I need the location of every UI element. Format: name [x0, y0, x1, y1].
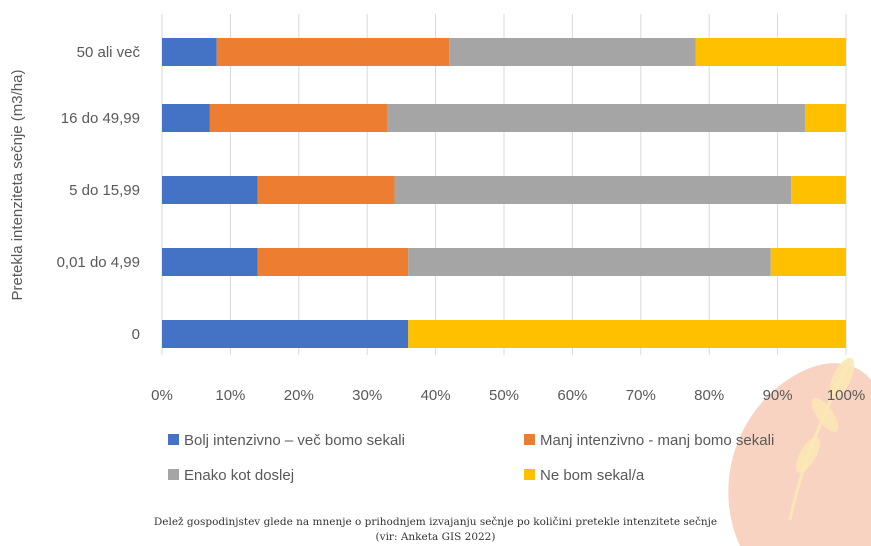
legend-label: Enako kot doslej: [184, 467, 294, 484]
bar-segment: [257, 248, 409, 276]
caption-line-2: (vir: Anketa GIS 2022): [375, 531, 496, 543]
x-tick-label: 60%: [557, 387, 587, 404]
x-tick-label: 80%: [694, 387, 724, 404]
bar-segment: [695, 38, 846, 66]
bar-segment: [257, 176, 395, 204]
decorative-leaf: [795, 437, 821, 473]
x-tick-label: 0%: [151, 387, 173, 404]
bar-segment: [770, 248, 846, 276]
bar-segment: [209, 104, 388, 132]
legend-label: Bolj intenzivno – več bomo sekali: [184, 432, 405, 449]
category-label: 50 ali več: [77, 44, 141, 61]
category-label: 5 do 15,99: [69, 182, 140, 199]
legend: Bolj intenzivno – več bomo sekali Manj in…: [168, 432, 774, 484]
bar-segment: [162, 248, 258, 276]
bar-segment: [162, 104, 210, 132]
legend-label: Manj intenzivno - manj bomo sekali: [540, 432, 774, 449]
bar-segment: [162, 176, 258, 204]
bar-segment: [216, 38, 450, 66]
y-axis-label: Pretekla intenziteta sečnje (m3/ha): [9, 70, 26, 301]
x-tick-label: 30%: [352, 387, 382, 404]
category-labels: 50 ali več 16 do 49,99 5 do 15,99 0,01 do 4…: [57, 44, 141, 343]
x-tick-label: 70%: [626, 387, 656, 404]
decorative-leaf: [811, 397, 839, 433]
legend-swatch: [524, 469, 535, 480]
category-label: 0,01 do 4,99: [57, 254, 140, 271]
category-label: 0: [132, 326, 140, 343]
x-tick-label: 100%: [827, 387, 865, 404]
legend-swatch: [524, 434, 535, 445]
x-tick-label: 50%: [489, 387, 519, 404]
x-tick-labels: 0% 10% 20% 30% 40% 50% 60% 70% 80% 90% 100%: [151, 387, 865, 404]
bar-segment: [387, 104, 805, 132]
legend-swatch: [168, 434, 179, 445]
bar-segment: [408, 320, 846, 348]
legend-label: Ne bom sekal/a: [540, 467, 645, 484]
x-tick-label: 40%: [421, 387, 451, 404]
x-tick-label: 90%: [763, 387, 793, 404]
bar-segment: [394, 176, 792, 204]
bar-segment: [449, 38, 696, 66]
legend-swatch: [168, 469, 179, 480]
decorative-leaf: [829, 357, 855, 399]
bar-segment: [162, 320, 409, 348]
x-tick-label: 20%: [284, 387, 314, 404]
caption-line-1: Delež gospodinjstev glede na mnenje o pr…: [153, 516, 718, 528]
x-tick-label: 10%: [215, 387, 245, 404]
bars: [162, 38, 846, 348]
bar-segment: [162, 38, 217, 66]
bar-segment: [804, 104, 846, 132]
category-label: 16 do 49,99: [61, 110, 140, 127]
bar-segment: [408, 248, 771, 276]
bar-segment: [791, 176, 846, 204]
